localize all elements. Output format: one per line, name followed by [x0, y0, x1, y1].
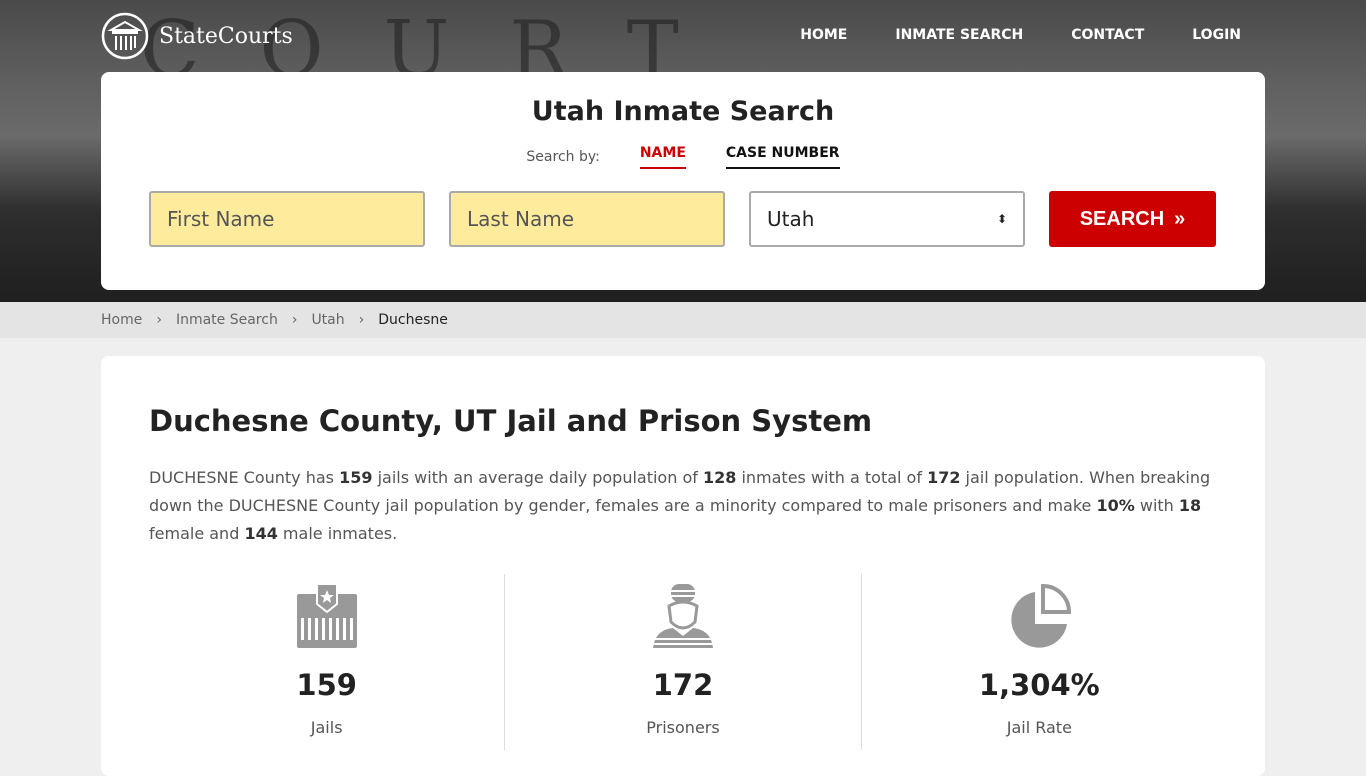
stat-value: 159: [296, 668, 357, 702]
chevron-updown-icon: ⬍: [996, 212, 1007, 226]
pie-chart-icon: [1011, 583, 1072, 648]
state-select[interactable]: Utah ⬍: [749, 191, 1025, 247]
nav-contact[interactable]: CONTACT: [1071, 27, 1145, 43]
hero: COURT HOUSE StateCourts HOME INMATE SEAR…: [0, 0, 1366, 302]
last-name-input[interactable]: Last Name: [449, 191, 725, 247]
first-name-input[interactable]: First Name: [149, 191, 425, 247]
summary-text: DUCHESNE County has 159 jails with an av…: [149, 468, 1211, 543]
stat-value: 1,304%: [978, 668, 1100, 702]
stat-prisoners: 172 Prisoners: [505, 574, 862, 750]
tab-name[interactable]: NAME: [639, 145, 686, 169]
nav-login[interactable]: LOGIN: [1192, 27, 1241, 43]
chevron-right-icon: ›: [156, 312, 162, 328]
chevron-right-icon: ›: [291, 312, 298, 328]
double-chevron-right-icon: »: [1174, 207, 1186, 230]
breadcrumb-home[interactable]: Home: [101, 312, 143, 328]
state-value: Utah: [767, 207, 815, 231]
logo[interactable]: StateCourts: [101, 12, 293, 60]
courthouse-icon: [101, 12, 149, 60]
breadcrumb-inmate-search[interactable]: Inmate Search: [175, 312, 278, 328]
main-content: Duchesne County, UT Jail and Prison Syst…: [101, 356, 1265, 776]
stat-label: Jails: [310, 718, 343, 737]
search-by-label: Search by:: [526, 149, 600, 165]
stat-label: Jail Rate: [1006, 718, 1072, 737]
stat-jail-rate: 1,304% Jail Rate: [862, 574, 1217, 750]
breadcrumb-utah[interactable]: Utah: [311, 312, 345, 328]
breadcrumb: Home › Inmate Search › Utah › Duchesne: [0, 302, 1366, 338]
tab-case-number[interactable]: CASE NUMBER: [725, 145, 840, 169]
search-card: Utah Inmate Search Search by: NAME CASE …: [101, 72, 1265, 290]
navbar: StateCourts HOME INMATE SEARCH CONTACT L…: [0, 0, 1366, 72]
prisoner-icon: [652, 584, 713, 648]
search-title: Utah Inmate Search: [531, 96, 835, 127]
jail-icon: [296, 583, 357, 648]
breadcrumb-current: Duchesne: [378, 312, 448, 328]
stat-value: 172: [652, 668, 714, 702]
brand-name: StateCourts: [159, 23, 293, 49]
page-title: Duchesne County, UT Jail and Prison Syst…: [149, 404, 873, 438]
nav-inmate-search[interactable]: INMATE SEARCH: [895, 27, 1024, 43]
chevron-right-icon: ›: [358, 312, 365, 328]
search-button-label: SEARCH: [1079, 207, 1165, 230]
search-button[interactable]: SEARCH »: [1049, 191, 1216, 247]
stat-label: Prisoners: [646, 718, 720, 737]
nav-home[interactable]: HOME: [800, 27, 848, 43]
stat-jails: 159 Jails: [149, 574, 506, 750]
